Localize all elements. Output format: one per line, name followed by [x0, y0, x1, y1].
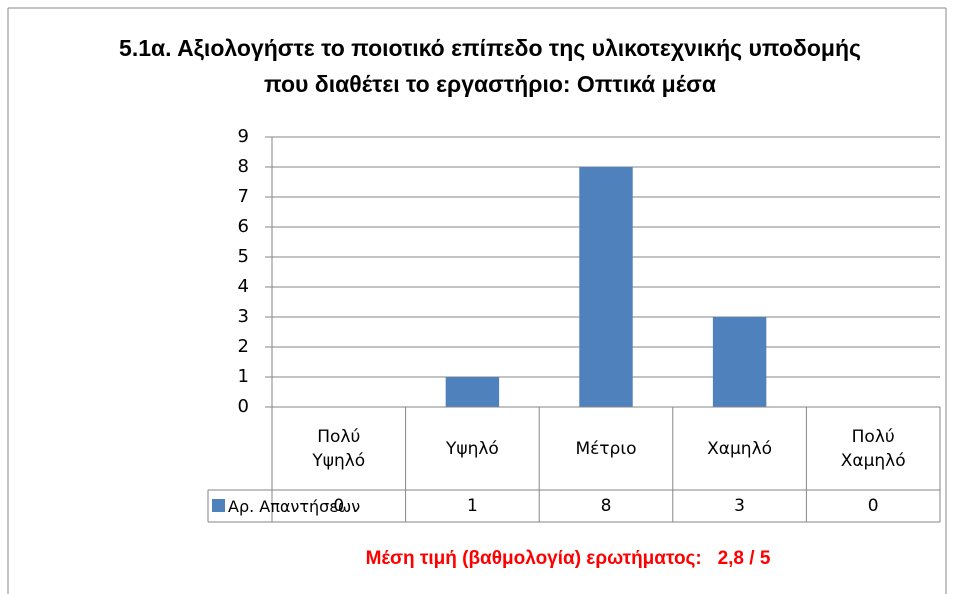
annotation: Μέση τιμή (βαθμολογία) ερωτήματος: 2,8 /… [365, 548, 771, 569]
legend-label: Αρ. Απαντήσεων [228, 496, 361, 516]
x-tick-label: Μέτριο [539, 407, 673, 490]
bar [445, 377, 500, 407]
x-tick-label-text: Μέτριο [575, 438, 637, 459]
y-tick-label: 0 [238, 396, 249, 417]
x-tick-label-text: Χαμηλό [707, 438, 773, 459]
bar [712, 317, 767, 407]
y-tick-label: 4 [238, 276, 249, 297]
x-tick-label: Πολύ Υψηλό [272, 407, 406, 490]
y-tick-label: 7 [238, 186, 249, 207]
data-table-value: 3 [734, 496, 745, 516]
y-tick-label: 8 [238, 156, 249, 177]
y-tick-label: 2 [238, 336, 249, 357]
data-table-value: 0 [333, 496, 345, 516]
y-tick-label: 1 [238, 366, 249, 387]
y-tick-label: 3 [238, 306, 249, 327]
x-tick-label-text: Πολύ Υψηλό [312, 426, 366, 471]
chart-title: 5.1α. Αξιολογήστε το ποιοτικό επίπεδο τη… [119, 35, 861, 97]
data-table-value: 0 [867, 496, 879, 516]
y-tick-label: 6 [238, 216, 249, 237]
data-table-value: 8 [600, 496, 612, 516]
bar [579, 167, 633, 407]
x-tick-label: Χαμηλό [673, 407, 807, 490]
x-tick-label: Υψηλό [406, 407, 540, 490]
x-tick-label: Πολύ Χαμηλό [806, 407, 940, 490]
x-tick-label-text: Πολύ Χαμηλό [840, 426, 906, 471]
x-tick-label-text: Υψηλό [445, 438, 499, 459]
data-table-value: 1 [466, 496, 478, 516]
y-tick-label: 5 [238, 246, 249, 267]
legend-key [212, 499, 225, 512]
y-tick-label: 9 [238, 126, 249, 147]
